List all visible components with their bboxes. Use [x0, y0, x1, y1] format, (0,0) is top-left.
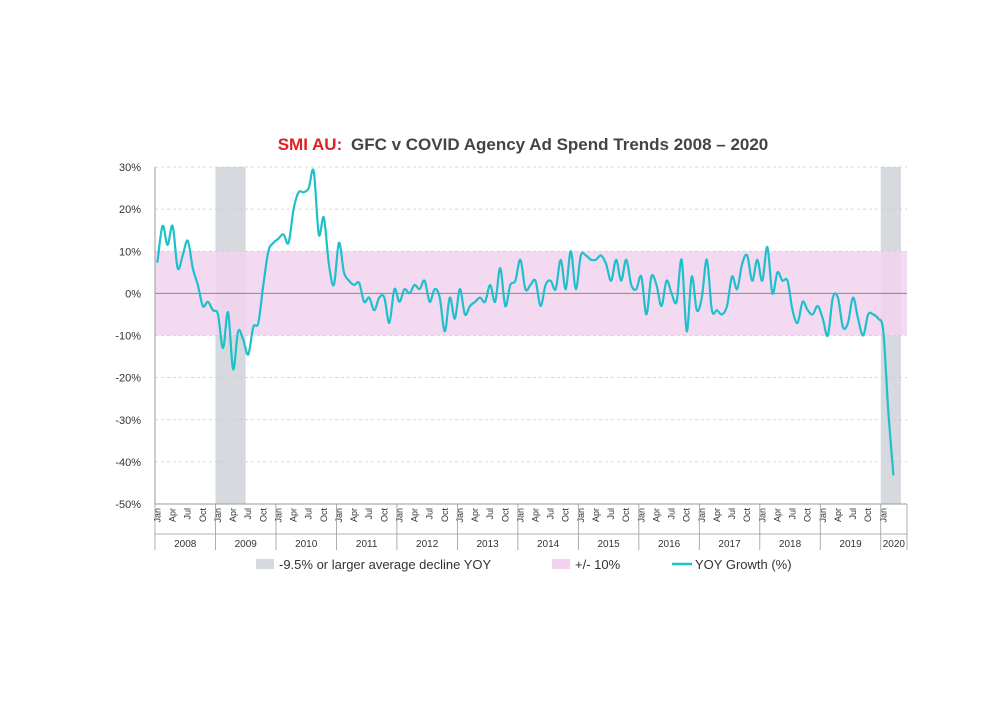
x-tick-label: Jul: [667, 508, 677, 520]
x-tick-label: Jul: [485, 508, 495, 520]
x-tick-label: Jan: [394, 508, 404, 523]
x-tick-label: Apr: [833, 508, 843, 522]
x-tick-label: Jul: [243, 508, 253, 520]
x-tick-label: Apr: [772, 508, 782, 522]
x-tick-label: Jul: [183, 508, 193, 520]
year-label: 2014: [537, 539, 560, 550]
x-tick-label: Jan: [153, 508, 163, 523]
x-tick-label: Oct: [258, 508, 268, 523]
x-tick-label: Oct: [319, 508, 329, 523]
y-tick-label: 10%: [119, 246, 141, 258]
year-label: 2013: [477, 539, 500, 550]
x-axis: Jan Apr Jul Oct 2008 Jan Apr Jul Oct 2009 Jan Apr Ju…: [153, 504, 908, 550]
x-tick-label: Oct: [561, 508, 571, 523]
x-tick-label: Apr: [168, 508, 178, 522]
year-label: 2020: [883, 539, 906, 550]
y-tick-label: 0%: [125, 288, 141, 300]
y-tick-label: 30%: [119, 162, 141, 174]
x-tick-label: Jan: [878, 508, 888, 523]
year-label: 2010: [295, 539, 318, 550]
year-label: 2019: [839, 539, 862, 550]
x-tick-label: Oct: [379, 508, 389, 523]
legend-swatch: [256, 559, 274, 569]
legend-label: YOY Growth (%): [695, 557, 792, 572]
legend: -9.5% or larger average decline YOY +/- 1…: [256, 557, 792, 572]
x-tick-label: Apr: [712, 508, 722, 522]
y-axis-ticks: 30% 20% 10% 0% -10% -20% -30% -40% -50%: [115, 162, 155, 511]
year-label: 2009: [235, 539, 258, 550]
x-tick-label: Oct: [621, 508, 631, 523]
x-tick-label: Apr: [289, 508, 299, 522]
x-tick-label: Oct: [863, 508, 873, 523]
x-tick-label: Jul: [788, 508, 798, 520]
y-tick-label: -40%: [115, 457, 141, 469]
legend-swatch: [552, 559, 570, 569]
chart-title-text: GFC v COVID Agency Ad Spend Trends 2008 …: [351, 135, 768, 154]
x-tick-label: Jul: [425, 508, 435, 520]
x-tick-label: Jan: [636, 508, 646, 523]
x-tick-label: Jan: [757, 508, 767, 523]
x-tick-label: Jan: [455, 508, 465, 523]
year-label: 2017: [718, 539, 741, 550]
year-label: 2018: [779, 539, 802, 550]
x-tick-label: Oct: [198, 508, 208, 523]
year-label: 2011: [356, 539, 378, 550]
x-tick-label: Oct: [803, 508, 813, 523]
x-tick-label: Apr: [410, 508, 420, 522]
chart-title-prefix: SMI AU:: [278, 135, 343, 154]
x-tick-label: Jan: [273, 508, 283, 523]
x-tick-label: Oct: [440, 508, 450, 523]
legend-label: -9.5% or larger average decline YOY: [279, 557, 492, 572]
x-tick-label: Jul: [848, 508, 858, 520]
y-tick-label: -50%: [115, 499, 141, 511]
x-tick-label: Jul: [304, 508, 314, 520]
x-tick-label: Oct: [682, 508, 692, 523]
x-tick-label: Oct: [500, 508, 510, 523]
x-tick-label: Jul: [546, 508, 556, 520]
year-label: 2015: [597, 539, 620, 550]
x-tick-label: Jan: [515, 508, 525, 523]
x-tick-label: Apr: [531, 508, 541, 522]
legend-label: +/- 10%: [575, 557, 621, 572]
x-tick-label: Apr: [228, 508, 238, 522]
x-tick-label: Jul: [364, 508, 374, 520]
x-tick-label: Apr: [591, 508, 601, 522]
x-tick-label: Apr: [651, 508, 661, 522]
y-tick-label: -30%: [115, 415, 141, 427]
chart-title: SMI AU: GFC v COVID Agency Ad Spend Tren…: [278, 135, 769, 154]
x-tick-label: Jan: [697, 508, 707, 523]
y-tick-label: 20%: [119, 204, 141, 216]
x-tick-label: Jul: [606, 508, 616, 520]
year-label: 2016: [658, 539, 681, 550]
x-tick-label: Oct: [742, 508, 752, 523]
year-label: 2012: [416, 539, 439, 550]
x-tick-label: Apr: [470, 508, 480, 522]
y-tick-label: -10%: [115, 331, 141, 343]
x-tick-label: Jan: [576, 508, 586, 523]
x-tick-label: Apr: [349, 508, 359, 522]
x-tick-label: Jan: [334, 508, 344, 523]
x-tick-label: Jul: [727, 508, 737, 520]
x-tick-label: Jan: [213, 508, 223, 523]
x-tick-label: Jan: [818, 508, 828, 523]
y-tick-label: -20%: [115, 373, 141, 385]
year-label: 2008: [174, 539, 197, 550]
